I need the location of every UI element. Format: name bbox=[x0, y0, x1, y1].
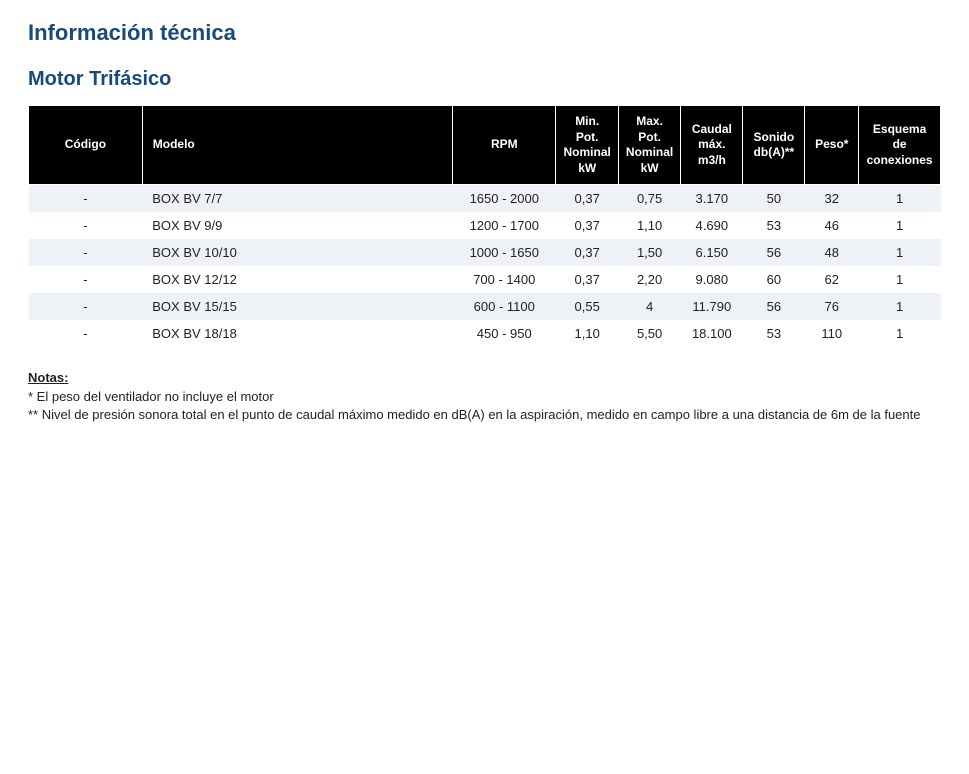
cell-min: 0,37 bbox=[556, 266, 618, 293]
col-header-max: Max. Pot. Nominal kW bbox=[618, 106, 680, 185]
cell-rpm: 1650 - 2000 bbox=[453, 185, 556, 213]
cell-esquema: 1 bbox=[859, 293, 941, 320]
cell-modelo: BOX BV 10/10 bbox=[142, 239, 452, 266]
table-row: - BOX BV 15/15 600 - 1100 0,55 4 11.790 … bbox=[29, 293, 941, 320]
cell-codigo: - bbox=[29, 293, 143, 320]
cell-min: 0,37 bbox=[556, 239, 618, 266]
col-header-min: Min. Pot. Nominal kW bbox=[556, 106, 618, 185]
cell-min: 0,37 bbox=[556, 212, 618, 239]
cell-max: 1,10 bbox=[618, 212, 680, 239]
cell-min: 1,10 bbox=[556, 320, 618, 347]
cell-esquema: 1 bbox=[859, 185, 941, 213]
table-body: - BOX BV 7/7 1650 - 2000 0,37 0,75 3.170… bbox=[29, 185, 941, 348]
spec-table: Código Modelo RPM Min. Pot. Nominal kW M… bbox=[28, 105, 941, 347]
cell-sonido: 50 bbox=[743, 185, 805, 213]
table-row: - BOX BV 18/18 450 - 950 1,10 5,50 18.10… bbox=[29, 320, 941, 347]
col-header-esquema: Esquema de conexiones bbox=[859, 106, 941, 185]
cell-caudal: 6.150 bbox=[681, 239, 743, 266]
cell-peso: 76 bbox=[805, 293, 859, 320]
cell-peso: 32 bbox=[805, 185, 859, 213]
table-row: - BOX BV 12/12 700 - 1400 0,37 2,20 9.08… bbox=[29, 266, 941, 293]
col-header-sonido: Sonido db(A)** bbox=[743, 106, 805, 185]
table-header-row: Código Modelo RPM Min. Pot. Nominal kW M… bbox=[29, 106, 941, 185]
col-header-peso: Peso* bbox=[805, 106, 859, 185]
cell-sonido: 53 bbox=[743, 320, 805, 347]
page-title: Información técnica bbox=[28, 20, 941, 46]
note-line: * El peso del ventilador no incluye el m… bbox=[28, 389, 274, 404]
cell-codigo: - bbox=[29, 239, 143, 266]
col-header-caudal: Caudal máx. m3/h bbox=[681, 106, 743, 185]
col-header-modelo: Modelo bbox=[142, 106, 452, 185]
cell-codigo: - bbox=[29, 266, 143, 293]
cell-caudal: 18.100 bbox=[681, 320, 743, 347]
cell-max: 0,75 bbox=[618, 185, 680, 213]
cell-rpm: 450 - 950 bbox=[453, 320, 556, 347]
cell-caudal: 11.790 bbox=[681, 293, 743, 320]
cell-max: 4 bbox=[618, 293, 680, 320]
cell-esquema: 1 bbox=[859, 320, 941, 347]
note-line: ** Nivel de presión sonora total en el p… bbox=[28, 407, 920, 422]
col-header-codigo: Código bbox=[29, 106, 143, 185]
cell-min: 0,55 bbox=[556, 293, 618, 320]
col-header-rpm: RPM bbox=[453, 106, 556, 185]
cell-peso: 48 bbox=[805, 239, 859, 266]
table-row: - BOX BV 10/10 1000 - 1650 0,37 1,50 6.1… bbox=[29, 239, 941, 266]
cell-modelo: BOX BV 18/18 bbox=[142, 320, 452, 347]
cell-modelo: BOX BV 7/7 bbox=[142, 185, 452, 213]
cell-peso: 62 bbox=[805, 266, 859, 293]
cell-esquema: 1 bbox=[859, 266, 941, 293]
notes-block: Notas: * El peso del ventilador no inclu… bbox=[28, 369, 941, 424]
table-row: - BOX BV 7/7 1650 - 2000 0,37 0,75 3.170… bbox=[29, 185, 941, 213]
cell-max: 2,20 bbox=[618, 266, 680, 293]
cell-sonido: 53 bbox=[743, 212, 805, 239]
cell-esquema: 1 bbox=[859, 212, 941, 239]
cell-sonido: 56 bbox=[743, 293, 805, 320]
cell-caudal: 9.080 bbox=[681, 266, 743, 293]
cell-codigo: - bbox=[29, 212, 143, 239]
cell-esquema: 1 bbox=[859, 239, 941, 266]
cell-caudal: 3.170 bbox=[681, 185, 743, 213]
section-title: Motor Trifásico bbox=[28, 68, 941, 91]
cell-modelo: BOX BV 15/15 bbox=[142, 293, 452, 320]
cell-rpm: 1000 - 1650 bbox=[453, 239, 556, 266]
cell-sonido: 56 bbox=[743, 239, 805, 266]
cell-sonido: 60 bbox=[743, 266, 805, 293]
cell-modelo: BOX BV 9/9 bbox=[142, 212, 452, 239]
cell-max: 5,50 bbox=[618, 320, 680, 347]
cell-rpm: 1200 - 1700 bbox=[453, 212, 556, 239]
cell-peso: 46 bbox=[805, 212, 859, 239]
cell-codigo: - bbox=[29, 320, 143, 347]
cell-max: 1,50 bbox=[618, 239, 680, 266]
cell-peso: 110 bbox=[805, 320, 859, 347]
cell-modelo: BOX BV 12/12 bbox=[142, 266, 452, 293]
cell-rpm: 700 - 1400 bbox=[453, 266, 556, 293]
cell-min: 0,37 bbox=[556, 185, 618, 213]
table-row: - BOX BV 9/9 1200 - 1700 0,37 1,10 4.690… bbox=[29, 212, 941, 239]
cell-codigo: - bbox=[29, 185, 143, 213]
cell-rpm: 600 - 1100 bbox=[453, 293, 556, 320]
cell-caudal: 4.690 bbox=[681, 212, 743, 239]
notes-title: Notas: bbox=[28, 370, 68, 385]
